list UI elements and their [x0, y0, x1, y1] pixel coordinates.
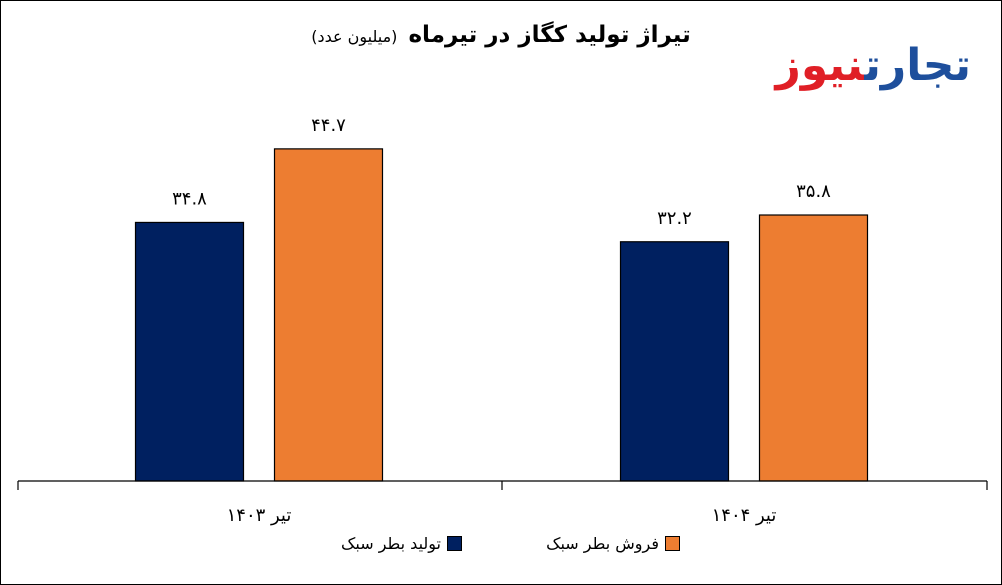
legend: تولید بطر سبک فروش بطر سبک: [0, 533, 1002, 557]
brand-logo-part1: تجارت: [864, 40, 972, 91]
x-tick-label-1: تیر ۱۴۰۴: [712, 505, 777, 526]
legend-label-sales: فروش بطر سبک: [546, 534, 659, 553]
brand-logo-part2: نیوز: [775, 40, 866, 91]
legend-item-production: تولید بطر سبک: [341, 533, 462, 555]
data-label-production-1: ۳۲.۲: [657, 208, 692, 229]
bar-sales-0: [273, 148, 384, 482]
bar-production-1: [619, 241, 730, 482]
data-label-sales-0: ۴۴.۷: [311, 115, 346, 136]
legend-swatch-sales: [665, 536, 680, 551]
brand-logo: تجارتنیوز: [776, 36, 972, 96]
chart-title-unit: (میلیون عدد): [311, 27, 398, 46]
bar-sales-1: [758, 214, 869, 482]
chart-title: تیراژ تولید کگاز در تیرماه (میلیون عدد): [0, 22, 1002, 48]
legend-item-sales: فروش بطر سبک: [546, 533, 680, 555]
data-label-production-0: ۳۴.۸: [172, 188, 207, 209]
bar-production-0: [134, 221, 245, 482]
data-label-sales-1: ۳۵.۸: [796, 181, 831, 202]
legend-swatch-production: [447, 536, 462, 551]
legend-label-production: تولید بطر سبک: [341, 534, 441, 553]
chart-title-main: تیراژ تولید کگاز در تیرماه: [408, 22, 691, 48]
x-tick-label-0: تیر ۱۴۰۳: [227, 505, 292, 526]
